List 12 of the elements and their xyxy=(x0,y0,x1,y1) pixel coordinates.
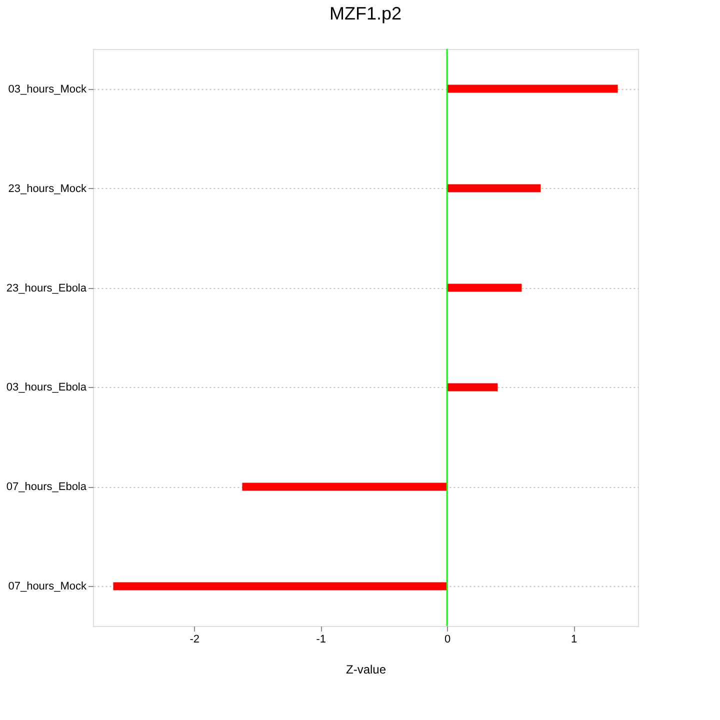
y-tick-label: 07_hours_Mock xyxy=(8,580,87,593)
chart-title: MZF1.p2 xyxy=(329,3,402,24)
y-tick-label: 23_hours_Mock xyxy=(8,182,87,195)
y-tick-label: 07_hours_Ebola xyxy=(6,481,88,494)
x-tick-label: 1 xyxy=(570,634,578,646)
x-axis-title: Z-value xyxy=(346,662,386,676)
x-tick-label: 0 xyxy=(444,634,451,646)
y-tick-label: 03_hours_Mock xyxy=(8,83,87,96)
y-tick-label: 23_hours_Ebola xyxy=(6,282,88,294)
x-tick-label: -1 xyxy=(316,634,326,646)
y-tick-label: 03_hours_Ebola xyxy=(6,382,88,394)
x-tick-label: -2 xyxy=(190,634,200,646)
